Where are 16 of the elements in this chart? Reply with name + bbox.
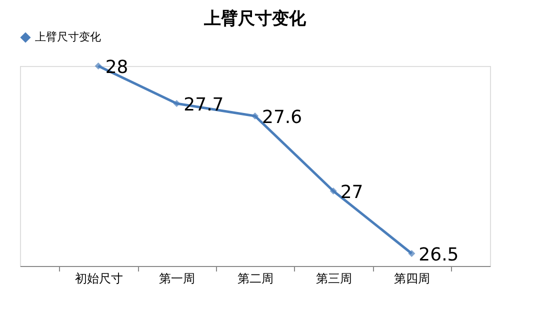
x-tick-label: 初始尺寸: [74, 272, 123, 286]
point: [173, 100, 180, 108]
x-tick-label: 第三周: [316, 272, 352, 286]
x-tick-label: 第二周: [238, 272, 274, 286]
data-label: 26.5: [418, 244, 459, 266]
point: [94, 62, 102, 70]
data-label: 28: [105, 57, 128, 78]
point: [330, 187, 337, 195]
point: [251, 112, 259, 120]
data-label: 27: [340, 182, 364, 203]
data-label: 27.6: [262, 107, 302, 128]
legend-label: 上臂尺寸变化: [35, 30, 101, 44]
chart-title: 上臂尺寸变化: [203, 9, 307, 29]
x-tick-label: 第一周: [159, 272, 196, 286]
point: [408, 250, 416, 258]
x-tick-label: 第四周: [394, 272, 430, 286]
